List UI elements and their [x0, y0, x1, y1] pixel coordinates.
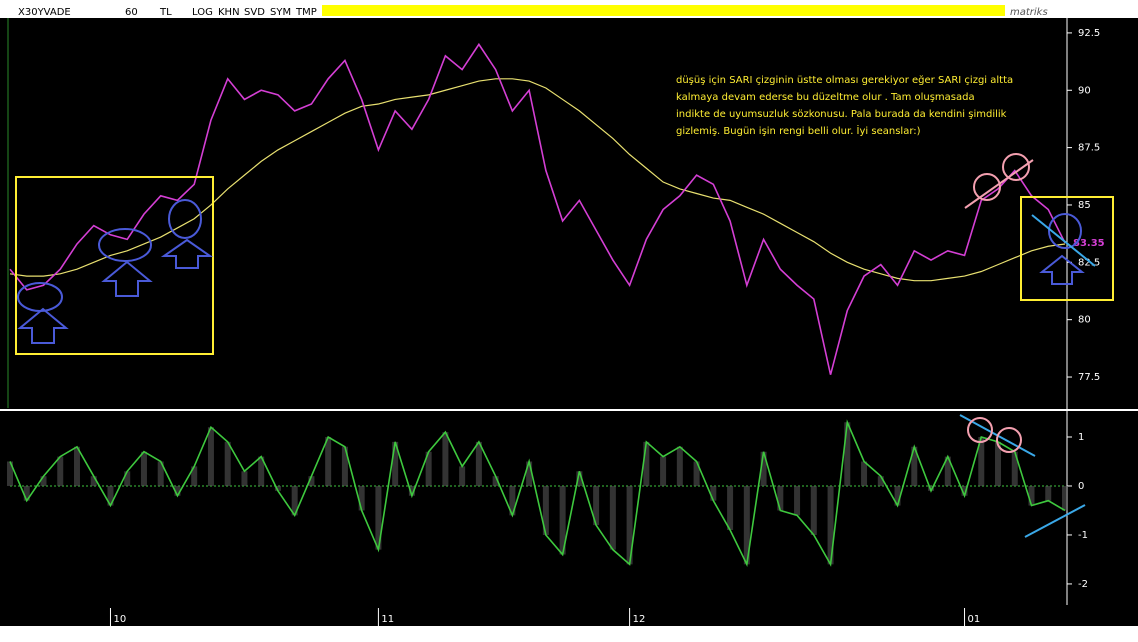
- symbol[interactable]: X30YVADE: [18, 7, 71, 18]
- annotation-line: düşüş için SARI çizginin üstte olması ge…: [676, 74, 1013, 86]
- toolbar-button[interactable]: SVD: [244, 7, 265, 18]
- circle: [1002, 153, 1030, 181]
- last-value-label: 83.35: [1073, 238, 1105, 249]
- y-tick-label: -1: [1078, 530, 1088, 541]
- arrow: [101, 260, 153, 297]
- brand: matriks: [1010, 7, 1048, 18]
- series-line: [9, 42, 1066, 375]
- arrow: [1039, 254, 1085, 285]
- circle: [973, 173, 1001, 201]
- chart-bg: [0, 18, 1138, 608]
- y-tick-label: 1: [1078, 432, 1084, 443]
- annotation-line: gizlemiş. Bugün işin rengi belli olur. İ…: [676, 124, 921, 137]
- x-tick-label: 11: [381, 614, 394, 625]
- circle: [98, 228, 152, 262]
- arrow: [17, 307, 69, 344]
- y-tick-label: 80: [1078, 315, 1091, 326]
- annotation-line: indikte de uyumsuzluk sözkonusu. Pala bu…: [676, 109, 1007, 120]
- series-line: [9, 419, 1066, 568]
- y-tick-label: 87.5: [1078, 143, 1100, 154]
- toolbar-button[interactable]: TMP: [295, 7, 317, 18]
- y-tick-label: -2: [1078, 579, 1088, 590]
- y-tick-label: 82.5: [1078, 257, 1100, 268]
- toolbar-button[interactable]: SYM: [270, 7, 291, 18]
- y-tick-label: 92.5: [1078, 28, 1100, 39]
- annotation-line: kalmaya devam ederse bu düzeltme olur . …: [676, 92, 975, 103]
- annotation: düşüş için SARI çizginin üstte olması ge…: [676, 74, 1013, 137]
- period[interactable]: 60: [125, 7, 138, 18]
- circle: [1048, 213, 1082, 249]
- x-tick-label: 12: [633, 614, 646, 625]
- y-tick-label: 85: [1078, 200, 1091, 211]
- trend-line: [1024, 504, 1086, 538]
- y-tick-label: 77.5: [1078, 372, 1100, 383]
- x-tick-label: 10: [113, 614, 126, 625]
- arrow: [160, 238, 214, 269]
- toolbar-button[interactable]: LOG: [192, 7, 213, 18]
- y-tick-label: 0: [1078, 481, 1084, 492]
- circle: [967, 417, 993, 443]
- toolbar-button[interactable]: KHN: [218, 7, 240, 18]
- circle: [996, 427, 1022, 453]
- x-axis-bar: [0, 608, 1138, 626]
- title-strip: [322, 5, 1005, 16]
- currency[interactable]: TL: [159, 7, 172, 18]
- overlay: [15, 153, 1114, 538]
- highlight-box: [15, 176, 214, 355]
- y-tick-label: 90: [1078, 85, 1091, 96]
- trend-line: [1031, 214, 1096, 267]
- x-tick-label: 01: [968, 614, 981, 625]
- circle: [168, 199, 202, 239]
- highlight-box: [1020, 196, 1114, 301]
